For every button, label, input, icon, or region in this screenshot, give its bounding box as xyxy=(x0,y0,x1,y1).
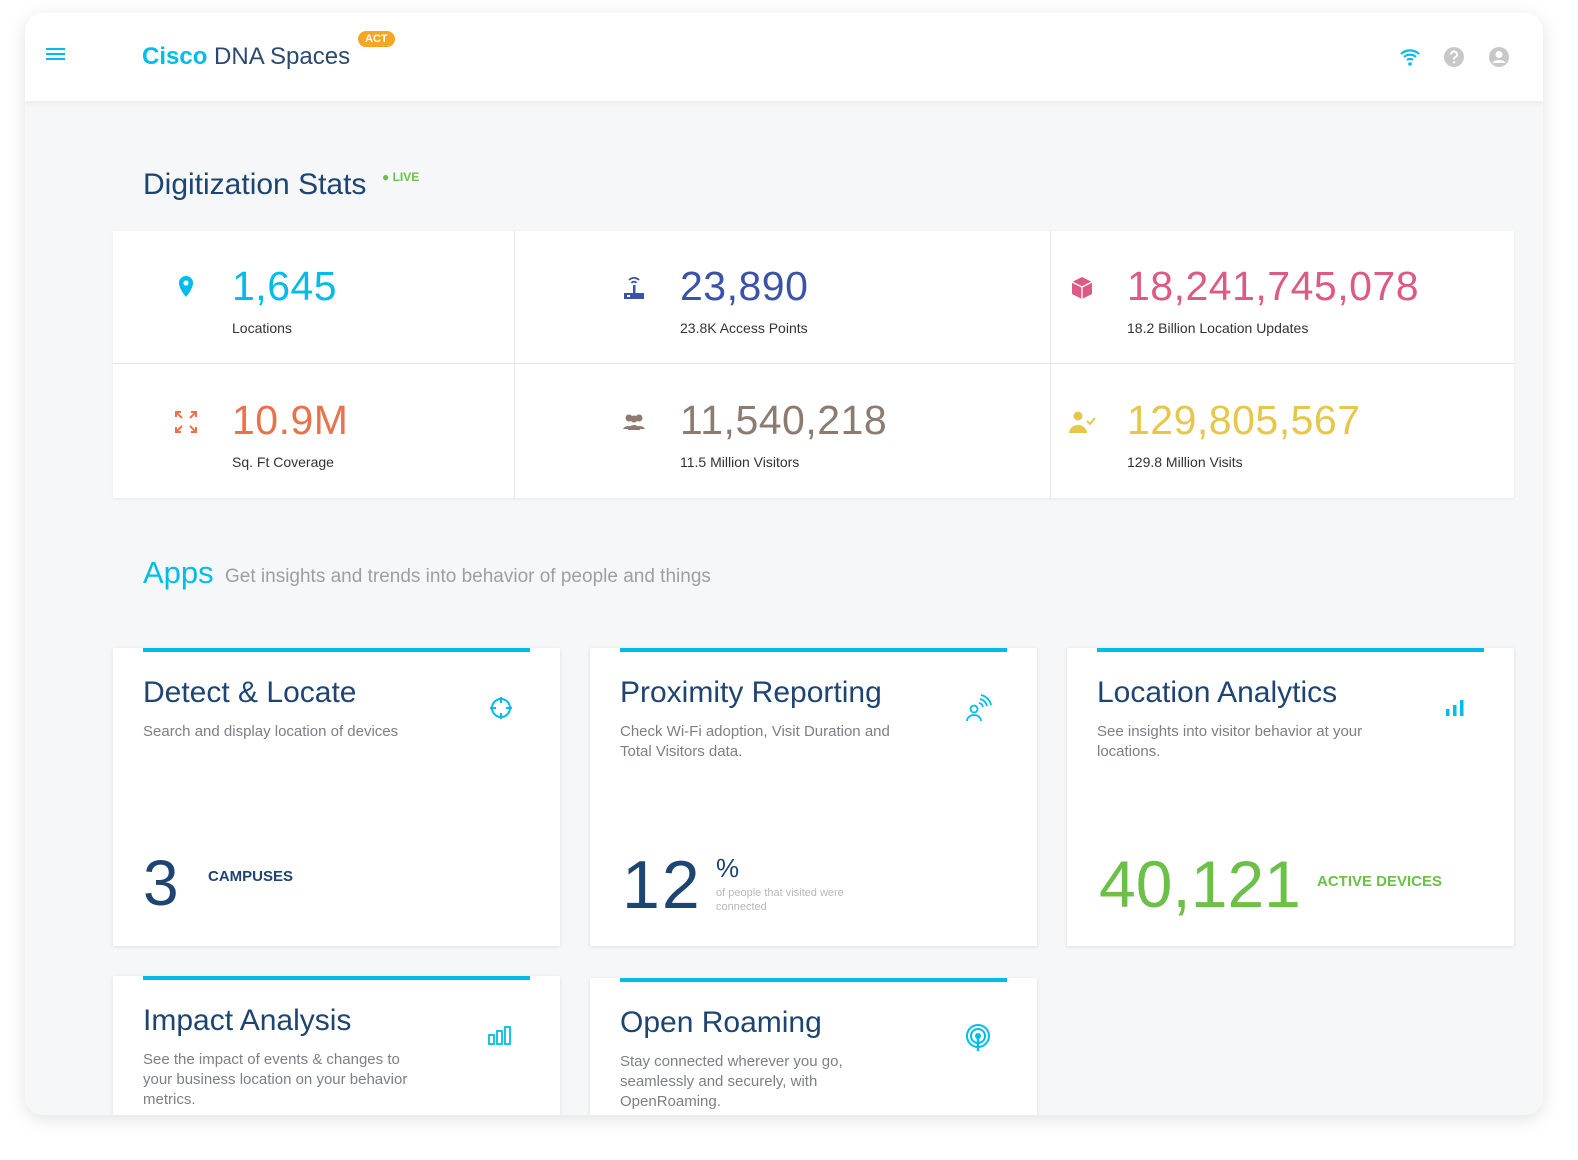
compare-bars-icon xyxy=(488,1026,511,1045)
card-description: Search and display location of devices xyxy=(143,723,399,740)
app-card-open-roaming[interactable]: Open Roaming Stay connected wherever you… xyxy=(590,978,1037,1115)
app-card-location-analytics[interactable]: Location Analytics See insights into vis… xyxy=(1067,648,1514,946)
location-pin-icon xyxy=(179,276,193,297)
brand-cisco: Cisco xyxy=(142,43,208,70)
card-description: Stay connected wherever you go, seamless… xyxy=(620,1053,843,1110)
expand-icon xyxy=(175,411,197,433)
card-title: Detect & Locate xyxy=(143,676,357,709)
stat-label: Sq. Ft Coverage xyxy=(232,454,334,470)
top-header: Cisco DNA Spaces ACT xyxy=(25,13,1543,101)
card-title: Location Analytics xyxy=(1097,676,1338,709)
card-title: Impact Analysis xyxy=(143,1004,352,1037)
user-check-icon xyxy=(1069,411,1096,433)
stat-label: 129.8 Million Visits xyxy=(1127,454,1243,470)
stat-visitors: 11,540,218 11.5 Million Visitors xyxy=(515,365,1051,498)
help-icon[interactable] xyxy=(1443,46,1465,68)
card-accent-bar xyxy=(143,976,530,980)
card-metric-value: 12 xyxy=(622,847,702,923)
card-accent-bar xyxy=(620,978,1007,982)
stat-label: 18.2 Billion Location Updates xyxy=(1127,320,1309,336)
stat-value: 18,241,745,078 xyxy=(1127,263,1419,309)
bar-chart-icon xyxy=(1446,700,1464,716)
apps-subtitle: Get insights and trends into behavior of… xyxy=(225,566,711,587)
user-icon[interactable] xyxy=(1488,46,1510,68)
stat-coverage: 10.9M Sq. Ft Coverage xyxy=(113,365,515,498)
act-badge: ACT xyxy=(358,31,395,47)
card-accent-bar xyxy=(143,648,530,652)
stat-location-updates: 18,241,745,078 18.2 Billion Location Upd… xyxy=(1051,231,1514,364)
card-title: Open Roaming xyxy=(620,1006,822,1039)
stats-panel: 1,645 Locations 23,890 23.8K Access Poin… xyxy=(113,231,1514,498)
card-description: Check Wi-Fi adoption, Visit Duration and… xyxy=(620,723,890,760)
live-label: LIVE xyxy=(392,170,420,184)
stat-visits: 129,805,567 129.8 Million Visits xyxy=(1051,365,1514,498)
card-metric-label: of people that visited were connected xyxy=(716,887,844,913)
cube-icon xyxy=(1071,277,1093,299)
page-title: Digitization Stats xyxy=(143,168,367,201)
card-accent-bar xyxy=(1097,648,1484,652)
person-signal-icon xyxy=(966,694,992,722)
menu-icon[interactable] xyxy=(46,48,65,62)
app-card-impact-analysis[interactable]: Impact Analysis See the impact of events… xyxy=(113,976,560,1115)
people-icon xyxy=(623,414,645,430)
stat-label: 23.8K Access Points xyxy=(680,320,808,336)
wifi-icon[interactable] xyxy=(1399,46,1421,68)
stat-label: Locations xyxy=(232,320,292,336)
stat-value: 23,890 xyxy=(680,263,809,309)
apps-title: Apps xyxy=(143,555,214,590)
stat-value: 1,645 xyxy=(232,263,338,309)
stat-access-points: 23,890 23.8K Access Points xyxy=(515,231,1051,364)
card-metric-unit: % xyxy=(716,853,740,883)
brand-logo[interactable]: Cisco DNA Spaces xyxy=(142,43,350,71)
card-description: See insights into visitor behavior at yo… xyxy=(1097,723,1363,760)
card-metric-label: ACTIVE DEVICES xyxy=(1317,873,1443,890)
card-title: Proximity Reporting xyxy=(620,676,882,709)
card-metric-label: CAMPUSES xyxy=(208,868,294,885)
stat-value: 10.9M xyxy=(232,397,349,443)
crosshair-icon xyxy=(490,697,512,719)
live-indicator: ● LIVE xyxy=(382,170,420,184)
card-description: See the impact of events & changes to yo… xyxy=(143,1051,408,1108)
card-accent-bar xyxy=(620,648,1007,652)
card-metric-value: 3 xyxy=(143,847,179,919)
stat-label: 11.5 Million Visitors xyxy=(680,454,800,470)
access-point-icon xyxy=(624,277,644,299)
stat-locations: 1,645 Locations xyxy=(113,231,515,364)
brand-product: DNA Spaces xyxy=(214,43,351,70)
stat-value: 11,540,218 xyxy=(680,397,888,443)
card-metric-value: 40,121 xyxy=(1099,847,1301,921)
app-card-proximity-reporting[interactable]: Proximity Reporting Check Wi-Fi adoption… xyxy=(590,648,1037,946)
antenna-icon xyxy=(966,1024,990,1051)
app-card-detect-locate[interactable]: Detect & Locate Search and display locat… xyxy=(113,648,560,946)
app-window: Cisco DNA Spaces ACT Digitization Stats … xyxy=(25,13,1543,1115)
stat-value: 129,805,567 xyxy=(1127,397,1361,443)
